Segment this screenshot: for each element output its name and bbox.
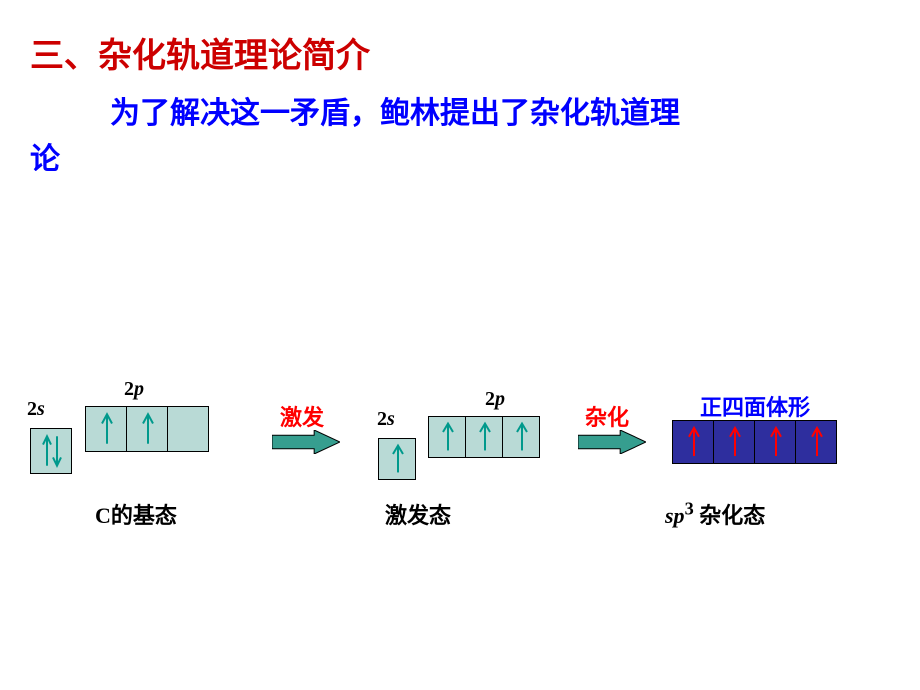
- intro-line-2: 论: [30, 134, 60, 178]
- ground-2s-box: [30, 428, 72, 474]
- excited-2p-box-2: [502, 416, 540, 458]
- hybrid-sp3-box-0: [672, 420, 714, 464]
- ground-2p-box-2: [167, 406, 209, 452]
- excite-arrow-icon: [272, 430, 340, 459]
- excited-caption: 激发态: [385, 498, 451, 530]
- hybrid-top-label: 正四面体形: [700, 390, 810, 422]
- excited-2p-box-0: [428, 416, 466, 458]
- hybrid-caption: sp3 杂化态: [665, 498, 765, 530]
- excite-label: 激发: [280, 400, 324, 432]
- section-title: 三、杂化轨道理论简介: [30, 28, 370, 77]
- hybrid-label: 杂化: [585, 400, 629, 432]
- ground-2p-box-1: [126, 406, 168, 452]
- excited-2s-box: [378, 438, 416, 480]
- excited-2s-label: 2s: [377, 408, 395, 431]
- ground-2p-box-0: [85, 406, 127, 452]
- ground-2s-label: 2s: [27, 398, 45, 421]
- hybrid-arrow-icon: [578, 430, 646, 459]
- excited-2p-box-1: [465, 416, 503, 458]
- hybrid-sp3-box-3: [795, 420, 837, 464]
- intro-line-1: 为了解决这一矛盾，鲍林提出了杂化轨道理: [110, 88, 680, 132]
- ground-2p-label: 2p: [124, 378, 144, 401]
- ground-caption: C的基态: [95, 498, 177, 530]
- hybrid-sp3-box-2: [754, 420, 796, 464]
- excited-2p-label: 2p: [485, 388, 505, 411]
- hybrid-sp3-box-1: [713, 420, 755, 464]
